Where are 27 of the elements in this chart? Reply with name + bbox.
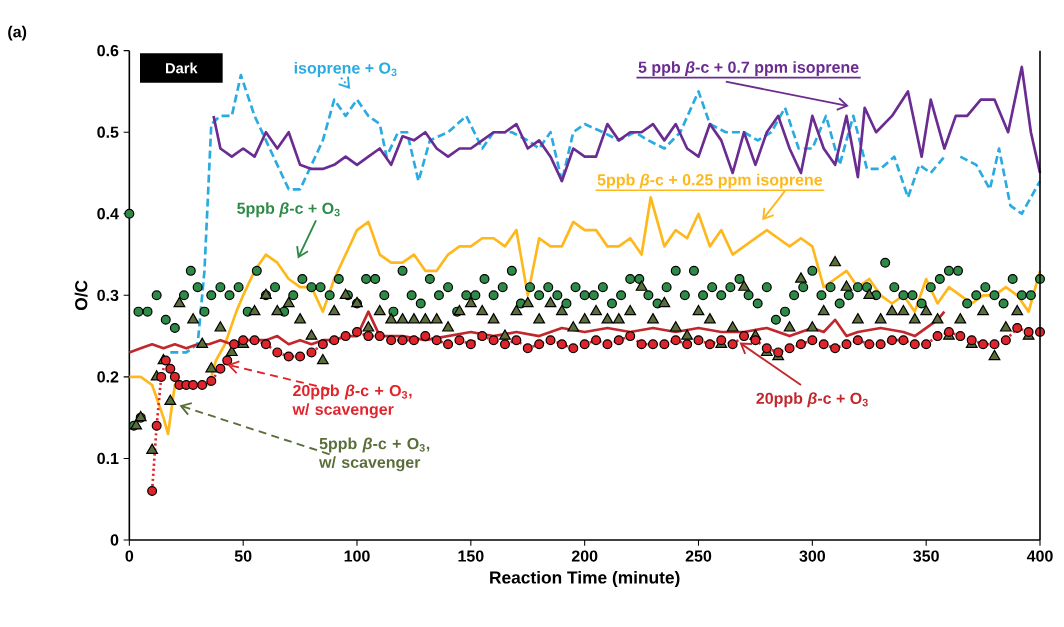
x-tick-label: 250 [685,550,712,562]
y-tick-label: 0.6 [97,45,119,57]
text: isoprene + O$_{3}$ [294,62,397,78]
text: 5ppb β-c + O$_{3}$ [237,202,340,218]
annotation: Dark [166,62,198,74]
x-tick-label: 50 [234,550,252,562]
y-tick-label: 0.4 [97,208,119,220]
x-axis-title: Reaction Time (minute) [490,571,680,588]
text: 20ppb β-c + O$_{3}$ [756,392,868,408]
x-tick-label: 150 [458,550,484,562]
y-tick-label: 0 [110,534,119,546]
x-tick-label: 0 [125,550,134,562]
series-label: 20ppb β-c + O$_{3}$, w/ scavenger [292,384,412,419]
x-tick-label: 200 [571,550,598,562]
x-tick-label: 400 [1026,550,1053,562]
y-axis-title: O/C [74,280,88,311]
y-tick-label: 0.1 [97,452,119,465]
text: 5ppb β-c + 0.25 ppm isoprene [597,173,823,189]
x-tick-label: 300 [799,550,826,562]
y-tick-label: 0.5 [97,126,119,139]
x-tick-label: 100 [344,550,370,562]
text: 5 ppb β-c + 0.7 ppm isoprene [638,61,859,77]
text: 5ppb β-c + O$_{3}$, w/ scavenger [319,437,430,472]
x-tick-label: 350 [913,550,939,562]
y-tick-label: 0.2 [97,371,119,383]
y-tick-label: 0.3 [97,289,119,302]
text: (a) [8,25,27,41]
